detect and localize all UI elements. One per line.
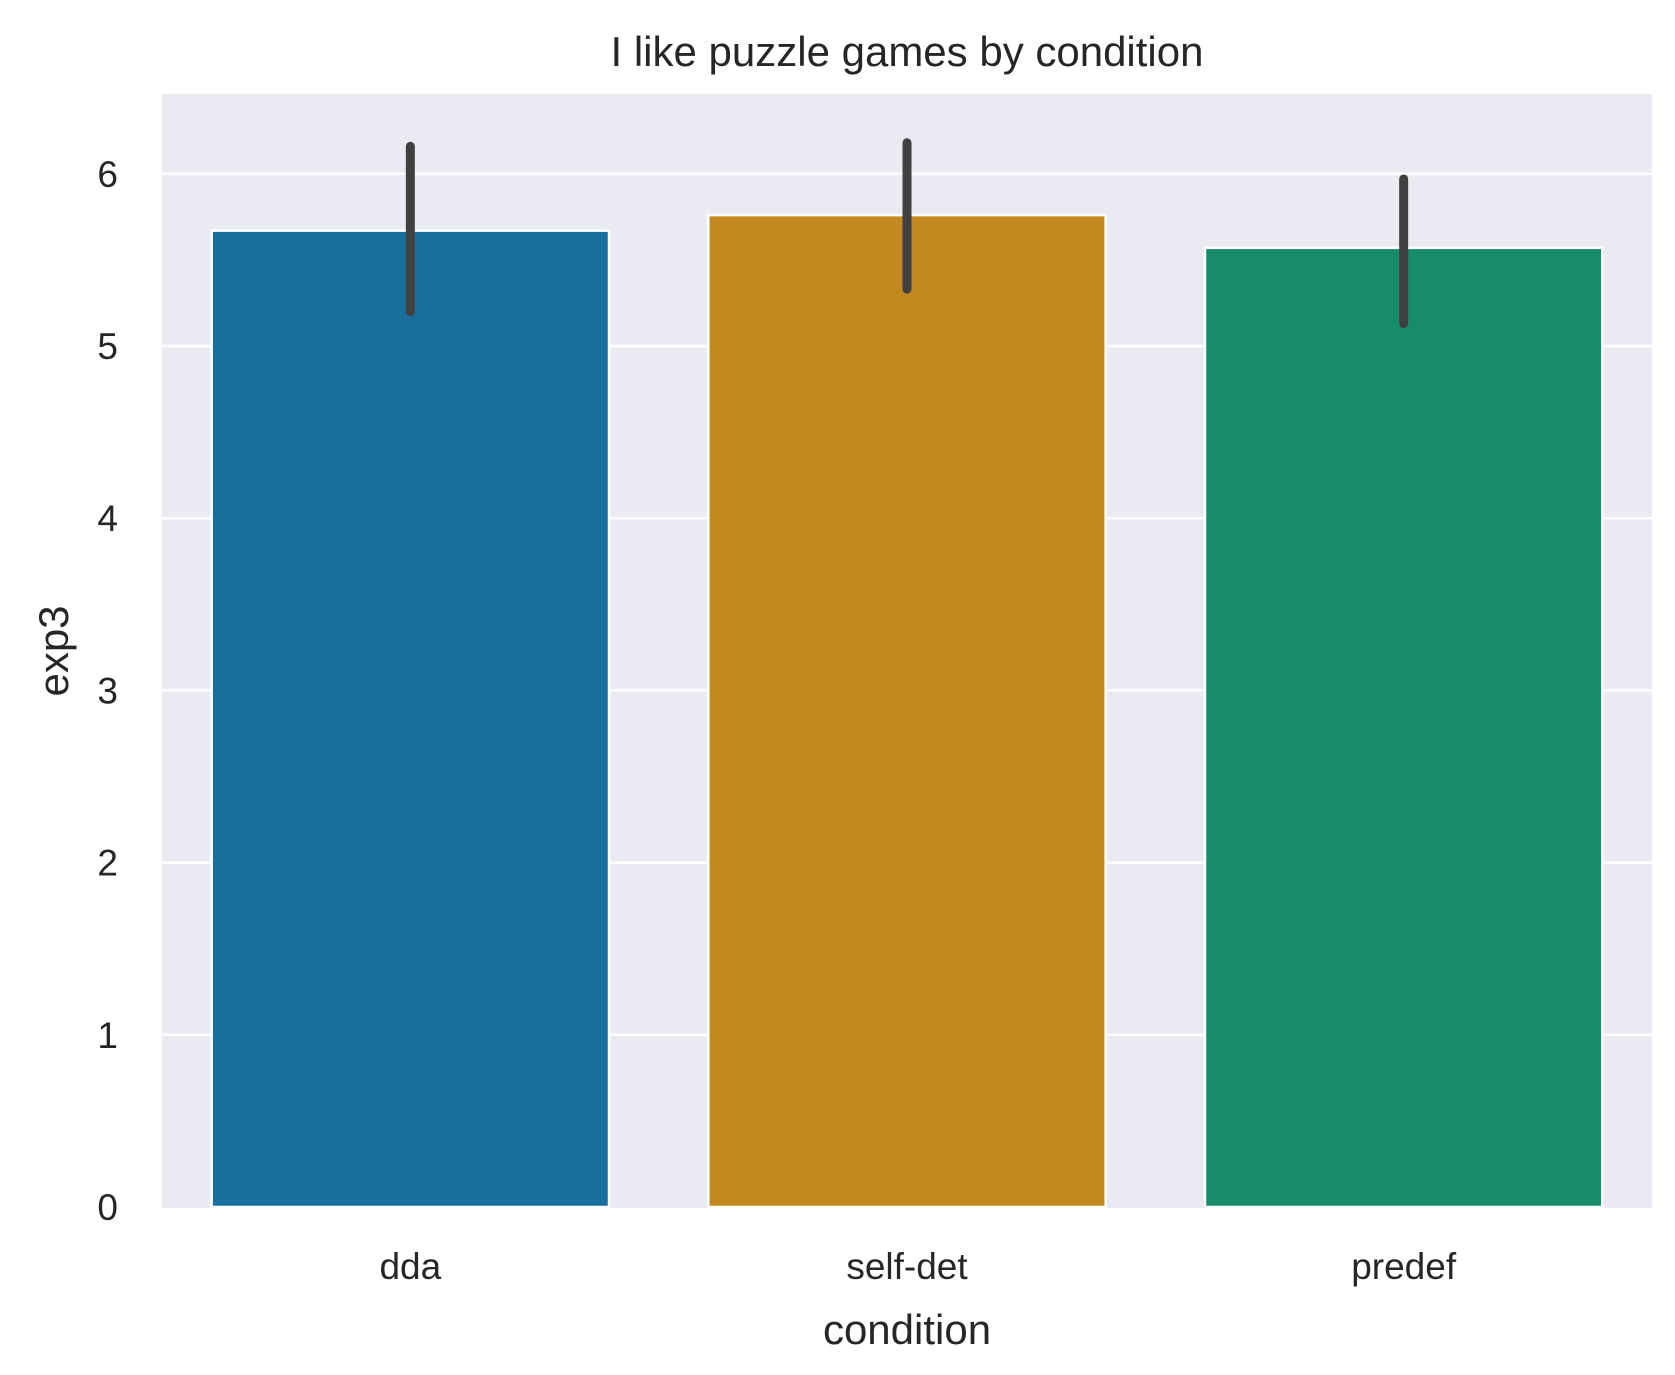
bar-self-det bbox=[707, 213, 1107, 1209]
x-tick-label-dda: dda bbox=[379, 1246, 441, 1287]
y-ticks: 0 1 2 3 4 5 6 bbox=[97, 154, 118, 1228]
y-tick-label: 0 bbox=[97, 1187, 118, 1228]
y-tick-label: 6 bbox=[97, 154, 118, 195]
y-tick-label: 3 bbox=[97, 670, 118, 711]
y-tick-label: 5 bbox=[97, 326, 118, 367]
bar-dda bbox=[210, 229, 611, 1209]
bars bbox=[210, 213, 1604, 1209]
chart-title: I like puzzle games by condition bbox=[611, 28, 1204, 75]
y-tick-label: 1 bbox=[97, 1015, 118, 1056]
x-ticks: dda self-det predef bbox=[379, 1246, 1456, 1287]
bar-predef bbox=[1203, 246, 1604, 1209]
x-axis-label: condition bbox=[823, 1306, 991, 1353]
error-bars bbox=[405, 138, 1409, 329]
y-axis-label: exp3 bbox=[30, 605, 77, 696]
y-tick-label: 2 bbox=[97, 843, 118, 884]
x-tick-label-self-det: self-det bbox=[846, 1246, 968, 1287]
y-tick-label: 4 bbox=[97, 498, 118, 539]
x-tick-label-predef: predef bbox=[1351, 1246, 1457, 1287]
